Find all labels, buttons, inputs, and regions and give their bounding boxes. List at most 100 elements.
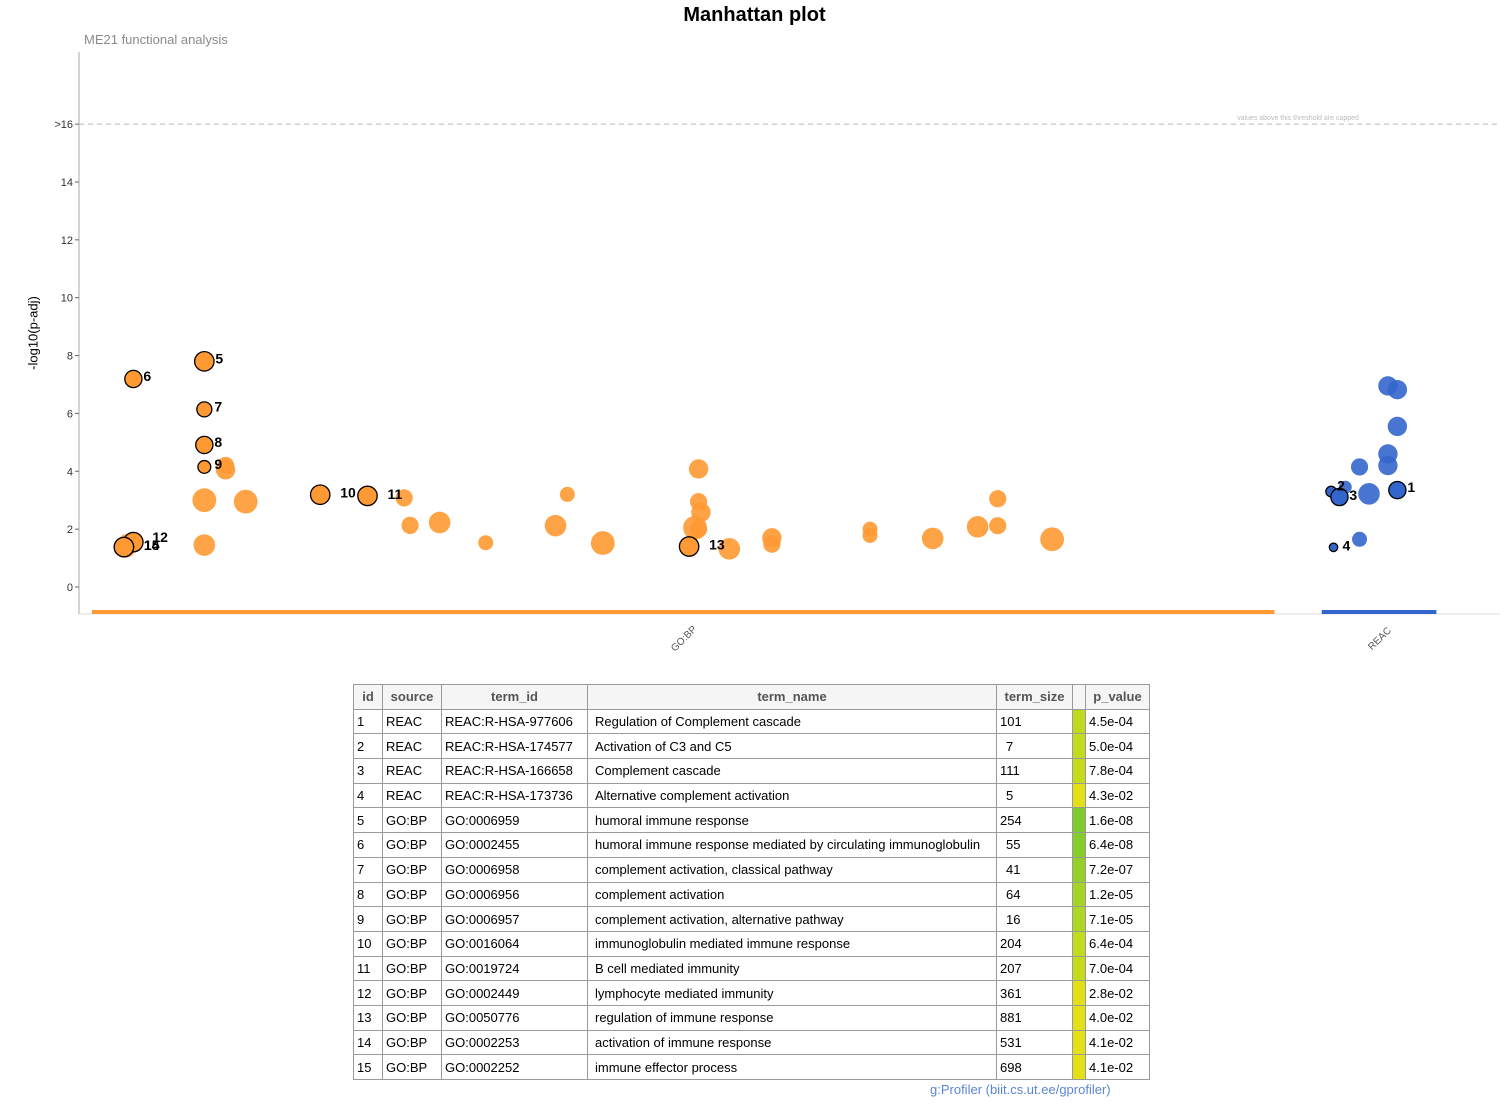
- cell-term-name: Activation of C3 and C5: [587, 733, 997, 760]
- point-label-11: 11: [387, 486, 402, 502]
- point-label-15: 15: [144, 537, 160, 553]
- y-tick-label: 12: [61, 235, 73, 247]
- data-point-go-bp: [192, 488, 217, 513]
- cell-term-size: 64: [996, 881, 1073, 908]
- cell-source: GO:BP: [382, 930, 442, 957]
- table-row: 13 GO:BP GO:0050776 regulation of immune re…: [353, 1004, 1150, 1031]
- cell-source: GO:BP: [382, 955, 442, 982]
- cell-p-value: 1.2e-05: [1085, 881, 1150, 908]
- p-value-color-swatch: [1072, 930, 1086, 957]
- cell-term-id: REAC:R-HSA-174577: [441, 733, 588, 760]
- point-label-7: 7: [214, 398, 222, 414]
- cell-term-name: Regulation of Complement cascade: [587, 708, 997, 735]
- data-point-go-bp: [193, 534, 216, 556]
- data-point-go-bp: [989, 490, 1007, 508]
- highlighted-point-8: [195, 435, 214, 455]
- cell-term-size: 7: [996, 733, 1073, 760]
- cell-source: GO:BP: [382, 906, 442, 932]
- table-row: 2 REAC REAC:R-HSA-174577 Activation of C3 a…: [353, 733, 1150, 760]
- cell-term-size: 254: [996, 807, 1073, 834]
- cell-source: GO:BP: [382, 856, 442, 883]
- chart-subtitle: ME21 functional analysis: [84, 32, 228, 47]
- data-point-go-bp: [233, 489, 258, 514]
- point-label-3: 3: [1349, 487, 1357, 503]
- gprofiler-credit-link[interactable]: g:Profiler (biit.cs.ut.ee/gprofiler): [930, 1082, 1111, 1097]
- cell-source: GO:BP: [382, 1004, 442, 1031]
- cell-term-name: immunoglobulin mediated immune response: [587, 930, 997, 957]
- cell-p-value: 4.1e-02: [1085, 1054, 1150, 1080]
- cell-term-size: 5: [996, 782, 1073, 809]
- p-value-color-swatch: [1072, 1029, 1086, 1056]
- highlighted-point-6: [124, 369, 143, 389]
- x-tick-label-reac: REAC: [1366, 625, 1393, 652]
- data-point-reac: [1378, 455, 1398, 476]
- cell-source: REAC: [382, 708, 442, 735]
- p-value-color-swatch: [1072, 906, 1086, 932]
- point-label-10: 10: [340, 485, 356, 501]
- cell-term-id: REAC:R-HSA-173736: [441, 782, 588, 809]
- table-row: 6 GO:BP GO:0002455 humoral immune response …: [353, 832, 1150, 858]
- cell-source: GO:BP: [382, 807, 442, 834]
- p-value-color-swatch: [1072, 980, 1086, 1006]
- cell-p-value: 7.0e-04: [1085, 955, 1150, 982]
- cell-p-value: 7.2e-07: [1085, 856, 1150, 883]
- data-point-go-bp: [1040, 527, 1065, 552]
- point-label-2: 2: [1337, 478, 1345, 494]
- cell-term-id: GO:0006957: [441, 906, 588, 932]
- point-label-5: 5: [215, 350, 223, 366]
- data-point-go-bp: [478, 535, 494, 551]
- p-value-color-swatch: [1072, 1054, 1086, 1080]
- cell-term-size: 16: [996, 906, 1073, 932]
- p-value-color-swatch: [1072, 1004, 1086, 1031]
- table-row: 8 GO:BP GO:0006956 complement activation 64 1…: [353, 881, 1150, 908]
- data-point-reac: [1352, 531, 1368, 547]
- table-row: 1 REAC REAC:R-HSA-977606 Regulation of Comp…: [353, 708, 1150, 735]
- point-label-14: 14: [144, 537, 160, 553]
- cell-p-value: 6.4e-08: [1085, 832, 1150, 858]
- header-source: source: [382, 684, 442, 710]
- data-point-go-bp: [559, 486, 575, 502]
- highlighted-point-5: [193, 350, 215, 372]
- cell-source: REAC: [382, 782, 442, 809]
- highlighted-point-1: [1388, 480, 1407, 500]
- cell-term-name: complement activation, classical pathway: [587, 856, 997, 883]
- cell-term-size: 207: [996, 955, 1073, 982]
- point-label-4: 4: [1343, 537, 1351, 553]
- data-point-go-bp: [428, 511, 451, 534]
- point-label-8: 8: [214, 434, 222, 450]
- cell-term-id: GO:0016064: [441, 930, 588, 957]
- cell-p-value: 4.0e-02: [1085, 1004, 1150, 1031]
- data-point-go-bp: [862, 528, 878, 544]
- cell-term-name: humoral immune response: [587, 807, 997, 834]
- cell-term-name: complement activation, alternative pathw…: [587, 906, 997, 932]
- point-label-12: 12: [152, 529, 168, 545]
- data-point-go-bp: [688, 459, 709, 479]
- y-tick-label: 0: [67, 582, 73, 594]
- table-row: 15 GO:BP GO:0002252 immune effector process…: [353, 1054, 1150, 1080]
- cell-source: GO:BP: [382, 980, 442, 1006]
- p-value-color-swatch: [1072, 955, 1086, 982]
- y-tick-label: 6: [67, 408, 73, 420]
- cell-id: 7: [353, 856, 383, 883]
- p-value-color-swatch: [1072, 782, 1086, 809]
- cell-p-value: 2.8e-02: [1085, 980, 1150, 1006]
- header-p-value: p_value: [1085, 684, 1150, 710]
- cell-id: 3: [353, 758, 383, 784]
- cell-id: 10: [353, 930, 383, 957]
- y-tick-label: >16: [54, 119, 73, 131]
- cell-p-value: 1.6e-08: [1085, 807, 1150, 834]
- data-point-go-bp: [691, 502, 711, 523]
- cell-term-size: 698: [996, 1054, 1073, 1080]
- table-row: 3 REAC REAC:R-HSA-166658 Complement cascade…: [353, 758, 1150, 784]
- data-point-go-bp: [401, 516, 419, 534]
- cell-source: GO:BP: [382, 1054, 442, 1080]
- cell-id: 14: [353, 1029, 383, 1056]
- cell-source: REAC: [382, 733, 442, 760]
- data-point-go-bp: [544, 514, 567, 537]
- p-value-color-swatch: [1072, 733, 1086, 760]
- table-row: 9 GO:BP GO:0006957 complement activation, a…: [353, 906, 1150, 932]
- table-header-row: id source term_id term_name term_size p_…: [353, 684, 1150, 710]
- cell-id: 1: [353, 708, 383, 735]
- point-label-13: 13: [709, 536, 725, 552]
- cell-term-name: immune effector process: [587, 1054, 997, 1080]
